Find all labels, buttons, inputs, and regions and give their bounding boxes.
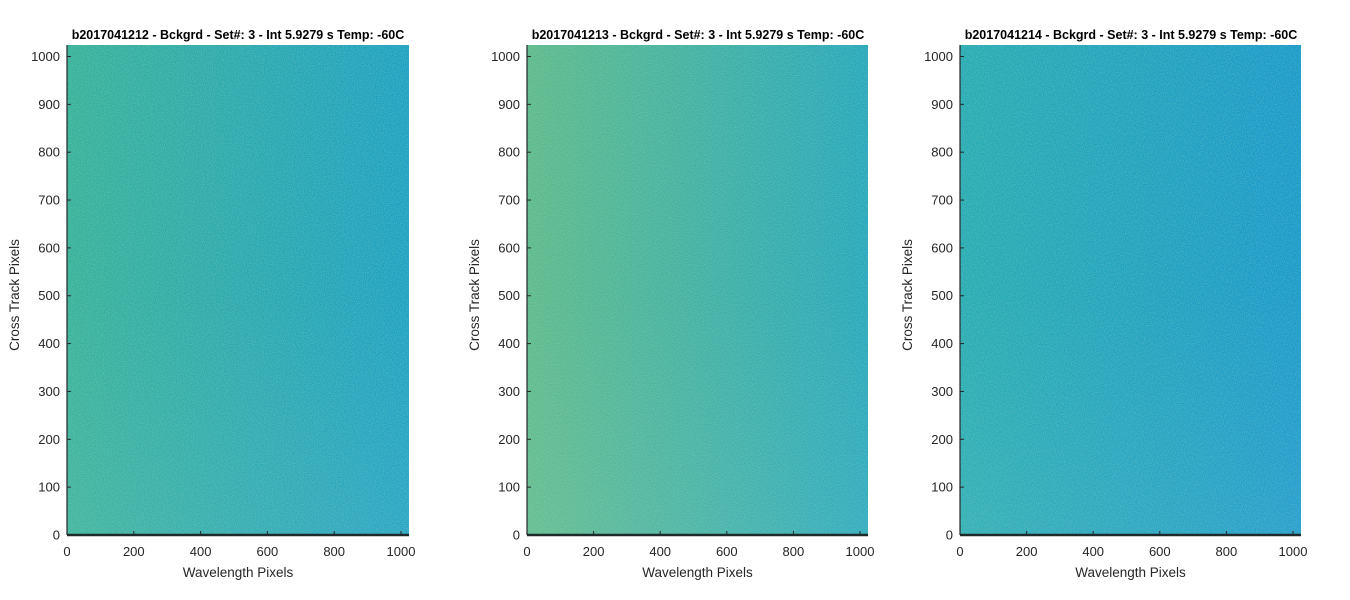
y-tick-label: 500: [38, 288, 60, 303]
x-tick-label: 600: [257, 544, 279, 559]
heatmap-noise: [527, 45, 868, 535]
x-tick-label: 400: [649, 544, 671, 559]
y-axis-label: Cross Track Pixels: [900, 239, 915, 351]
x-tick-label: 1000: [1279, 544, 1308, 559]
x-tick-label: 800: [783, 544, 805, 559]
y-tick-label: 600: [498, 240, 520, 255]
x-tick-label: 200: [1016, 544, 1038, 559]
x-tick-label: 0: [956, 544, 963, 559]
x-tick-label: 200: [123, 544, 145, 559]
heatmap-panel-3: 0 200 400 600 800 1000 0 100 200 300 400 500 600 700 8…: [900, 28, 1307, 580]
y-tick-label: 1000: [924, 49, 953, 64]
y-tick-label: 800: [498, 145, 520, 160]
x-tick-label: 0: [63, 544, 70, 559]
y-tick-label: 1000: [491, 49, 520, 64]
y-tick-label: 700: [931, 193, 953, 208]
y-tick-label: 200: [38, 432, 60, 447]
y-tick-label: 200: [498, 432, 520, 447]
chart-title: b2017041214 - Bckgrd - Set#: 3 - Int 5.9…: [965, 28, 1298, 42]
y-tick-label: 900: [498, 97, 520, 112]
chart-title: b2017041212 - Bckgrd - Set#: 3 - Int 5.9…: [72, 28, 405, 42]
y-tick-label: 400: [931, 336, 953, 351]
y-tick-label: 900: [931, 97, 953, 112]
y-tick-label: 0: [513, 528, 520, 543]
y-tick-label: 700: [38, 193, 60, 208]
x-axis-label: Wavelength Pixels: [642, 565, 753, 580]
x-tick-label: 800: [1216, 544, 1238, 559]
x-tick-label: 0: [523, 544, 530, 559]
y-tick-label: 900: [38, 97, 60, 112]
y-tick-label: 500: [931, 288, 953, 303]
y-tick-label: 500: [498, 288, 520, 303]
y-tick-label: 200: [931, 432, 953, 447]
y-axis-label: Cross Track Pixels: [7, 239, 22, 351]
x-tick-label: 1000: [387, 544, 416, 559]
y-tick-label: 400: [38, 336, 60, 351]
heatmap-noise: [960, 45, 1301, 535]
y-tick-label: 100: [498, 480, 520, 495]
x-tick-label: 600: [716, 544, 738, 559]
y-tick-label: 800: [931, 145, 953, 160]
y-tick-label: 100: [931, 480, 953, 495]
y-tick-label: 1000: [31, 49, 60, 64]
y-tick-label: 100: [38, 480, 60, 495]
y-tick-label: 700: [498, 193, 520, 208]
x-tick-label: 200: [583, 544, 605, 559]
y-tick-label: 600: [931, 240, 953, 255]
x-tick-label: 600: [1149, 544, 1171, 559]
y-tick-label: 0: [53, 528, 60, 543]
chart-title: b2017041213 - Bckgrd - Set#: 3 - Int 5.9…: [532, 28, 865, 42]
heatmap-panel-2: 0 200 400 600 800 1000 0 100 200 300 400 500 600 700 8…: [467, 28, 874, 580]
y-tick-label: 300: [931, 384, 953, 399]
y-tick-label: 400: [498, 336, 520, 351]
x-tick-label: 400: [1082, 544, 1104, 559]
x-tick-label: 800: [323, 544, 345, 559]
x-tick-label: 400: [190, 544, 212, 559]
x-axis-label: Wavelength Pixels: [183, 565, 294, 580]
heatmap-panel-1: 0 200 400 600 800 1000 0 100 200 300 400 500 600 700 8…: [7, 28, 415, 580]
y-axis-label: Cross Track Pixels: [467, 239, 482, 351]
y-tick-label: 300: [38, 384, 60, 399]
y-tick-label: 0: [946, 528, 953, 543]
y-tick-label: 300: [498, 384, 520, 399]
x-tick-label: 1000: [846, 544, 875, 559]
y-tick-label: 800: [38, 145, 60, 160]
heatmap-noise: [67, 45, 409, 535]
x-axis-label: Wavelength Pixels: [1075, 565, 1186, 580]
y-tick-label: 600: [38, 240, 60, 255]
